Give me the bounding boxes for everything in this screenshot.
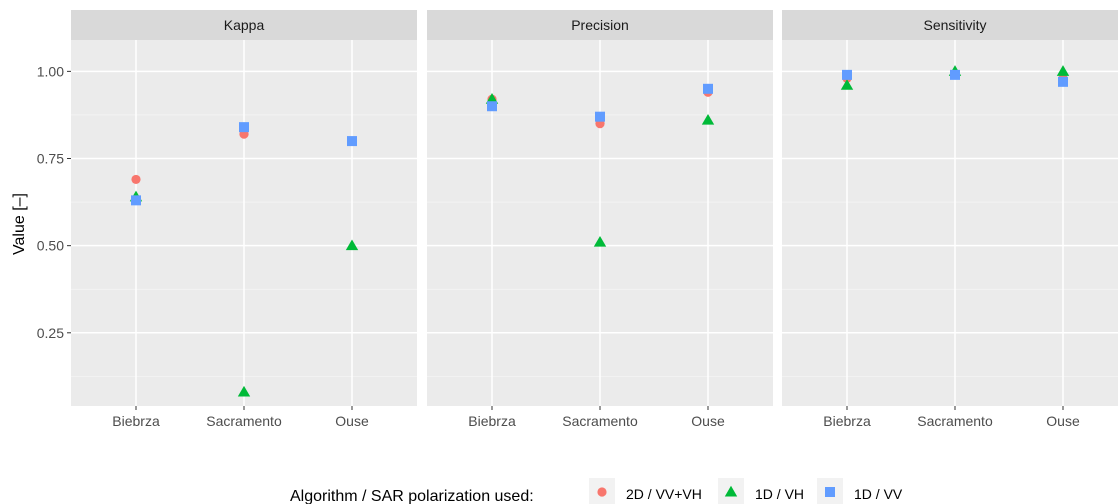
point-kappa-1d-vv-sacramento (239, 122, 249, 133)
legend-item-2d-vv-vh: 2D / VV+VH (589, 478, 702, 504)
legend-key-2d-vv-vh (597, 487, 607, 497)
legend-key-1d-vh (724, 485, 738, 497)
panel-kappa: Kappa Biebrza Sacramento Ouse (71, 10, 417, 429)
point-precision-1d-vh-ouse (701, 113, 715, 125)
x-tick-label-biebrza: Biebrza (468, 413, 516, 429)
point-kappa-1d-vh-ouse (345, 239, 359, 251)
strip-label-kappa: Kappa (224, 17, 265, 33)
legend-title: Algorithm / SAR polarization used: (290, 488, 534, 504)
legend-key-1d-vv (825, 487, 835, 497)
x-tick-label-ouse: Ouse (1046, 413, 1080, 429)
strip-label-precision: Precision (571, 17, 629, 33)
legend-label-2d-vv-vh: 2D / VV+VH (626, 486, 702, 502)
panel-sensitivity: Sensitivity Biebrza Sacramento Ouse (782, 10, 1118, 429)
strip-sensitivity (782, 10, 1118, 40)
x-tick-label-ouse: Ouse (335, 413, 369, 429)
point-sensitivity-1d-vv-ouse (1058, 76, 1068, 87)
point-kappa-1d-vv-ouse (347, 136, 357, 147)
point-precision-1d-vh-sacramento (593, 235, 607, 247)
x-tick-label-sacramento: Sacramento (562, 413, 638, 429)
legend-label-1d-vh: 1D / VH (755, 486, 804, 502)
legend: Algorithm / SAR polarization used: 2D / … (290, 478, 903, 504)
point-kappa-1d-vh-sacramento (237, 385, 251, 397)
legend-items: 2D / VV+VH 1D / VH 1D / VV (589, 478, 903, 504)
point-precision-1d-vv-biebrza (487, 101, 497, 112)
point-kappa-2d-vv-vh-biebrza (131, 174, 141, 185)
point-kappa-1d-vv-biebrza (131, 195, 141, 206)
x-tick-label-biebrza: Biebrza (112, 413, 160, 429)
legend-label-1d-vv: 1D / VV (854, 486, 903, 502)
point-precision-1d-vh-biebrza (485, 93, 499, 104)
y-axis: 0.25 0.50 0.75 1.00 (37, 63, 71, 341)
strip-precision (427, 10, 773, 40)
y-axis-label: Value [–] (11, 193, 28, 255)
point-sensitivity-1d-vv-sacramento (950, 69, 960, 80)
plot-background-sensitivity (782, 40, 1118, 406)
point-precision-1d-vv-ouse (703, 83, 713, 94)
x-tick-label-sacramento: Sacramento (917, 413, 993, 429)
panels: Kappa Biebrza Sacramento Ouse Precision Biebr… (71, 10, 1118, 429)
y-tick-label: 0.75 (37, 151, 64, 167)
point-precision-1d-vv-sacramento (595, 111, 605, 122)
y-tick-label: 0.50 (37, 238, 64, 254)
point-sensitivity-1d-vh-ouse (1056, 65, 1070, 76)
y-tick-label: 0.25 (37, 325, 64, 341)
x-tick-label-ouse: Ouse (691, 413, 725, 429)
point-sensitivity-1d-vv-biebrza (842, 69, 852, 80)
strip-kappa (71, 10, 417, 40)
panel-precision: Precision Biebrza Sacramento Ouse (427, 10, 773, 429)
legend-item-1d-vh: 1D / VH (718, 478, 804, 504)
point-sensitivity-1d-vh-biebrza (840, 79, 854, 90)
legend-item-1d-vv: 1D / VV (817, 478, 903, 504)
x-tick-label-sacramento: Sacramento (206, 413, 282, 429)
y-tick-label: 1.00 (37, 63, 64, 79)
strip-label-sensitivity: Sensitivity (923, 17, 986, 33)
x-tick-label-biebrza: Biebrza (823, 413, 871, 429)
